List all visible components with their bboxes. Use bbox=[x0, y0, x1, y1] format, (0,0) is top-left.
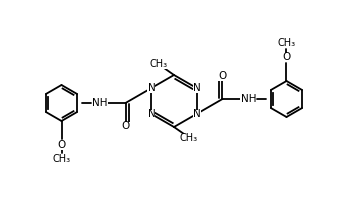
Text: N: N bbox=[148, 83, 155, 93]
Bar bbox=[240, 94, 257, 103]
Text: NH: NH bbox=[92, 98, 107, 108]
Text: CH₃: CH₃ bbox=[150, 59, 168, 69]
Text: CH₃: CH₃ bbox=[277, 38, 296, 48]
Bar bbox=[277, 38, 296, 47]
Bar bbox=[218, 71, 227, 80]
Bar bbox=[58, 140, 66, 149]
Bar bbox=[52, 154, 70, 163]
Bar bbox=[193, 110, 201, 119]
Text: N: N bbox=[193, 109, 200, 119]
Text: N: N bbox=[148, 109, 155, 119]
Text: O: O bbox=[218, 71, 227, 81]
Bar bbox=[148, 110, 156, 119]
Bar bbox=[193, 84, 201, 93]
Bar bbox=[121, 121, 129, 130]
Bar bbox=[150, 60, 168, 69]
Text: CH₃: CH₃ bbox=[180, 133, 198, 143]
Bar bbox=[148, 84, 156, 93]
Text: CH₃: CH₃ bbox=[52, 154, 70, 164]
Text: O: O bbox=[282, 52, 291, 62]
Bar bbox=[91, 98, 107, 107]
Text: N: N bbox=[193, 83, 200, 93]
Bar bbox=[180, 134, 198, 143]
Text: NH: NH bbox=[241, 94, 256, 104]
Text: O: O bbox=[121, 121, 129, 131]
Text: O: O bbox=[57, 140, 66, 150]
Bar bbox=[282, 52, 290, 61]
